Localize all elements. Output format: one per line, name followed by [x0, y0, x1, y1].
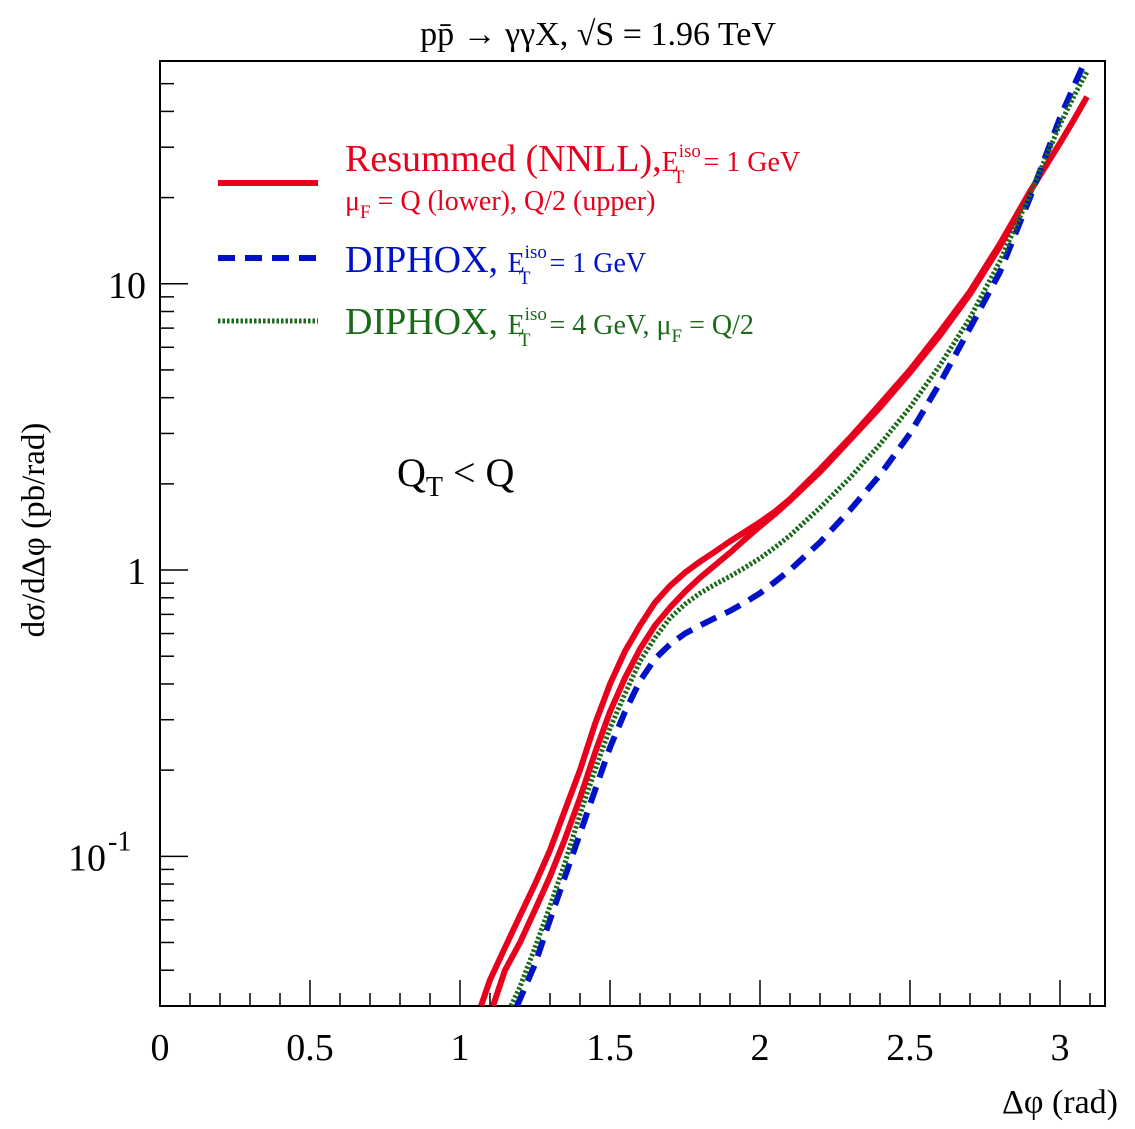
series-line-0 [490, 95, 1090, 1006]
series-line-3 [508, 70, 1090, 1006]
series-line-2 [514, 61, 1089, 1006]
legend: Resummed (NNLL),Eiso T = 1 GeV μF = Q (lo… [218, 138, 800, 351]
series-layer [478, 61, 1090, 1006]
x-tick-label: 0.5 [286, 1027, 334, 1069]
y-axis-label: dσ/dΔφ (pb/rad) [16, 423, 52, 638]
x-axis: 0 0.5 1 1.5 2 2.5 3 [151, 980, 1091, 1069]
y-tick-label: 10 [108, 265, 146, 307]
legend-label-diphox-4gev: DIPHOX, Eiso T = 4 GeV, μF = Q/2 [345, 301, 754, 351]
x-tick-label: 0 [151, 1027, 170, 1069]
legend-label-diphox-1gev: DIPHOX, Eiso T = 1 GeV [345, 239, 646, 289]
x-tick-label: 1 [451, 1027, 470, 1069]
y-tick-label: 1 [127, 551, 146, 593]
annotation-qt-lt-q: QT < Q [397, 450, 515, 503]
legend-label-resummed-scale: μF = Q (lower), Q/2 (upper) [345, 186, 655, 223]
chart-title: pp̄ → γγX, √S = 1.96 TeV [420, 16, 776, 53]
x-tick-label: 3 [1051, 1027, 1070, 1069]
y-tick-label: 10 [68, 837, 106, 879]
y-tick-exponent: -1 [108, 826, 131, 857]
x-axis-label: Δφ (rad) [1002, 1084, 1118, 1121]
plot-frame [159, 60, 1106, 1007]
legend-label-resummed: Resummed (NNLL),Eiso T = 1 GeV [345, 138, 800, 188]
series-line-1 [478, 190, 1033, 1006]
x-tick-label: 2 [751, 1027, 770, 1069]
x-tick-label: 2.5 [886, 1027, 934, 1069]
x-tick-label: 1.5 [586, 1027, 634, 1069]
